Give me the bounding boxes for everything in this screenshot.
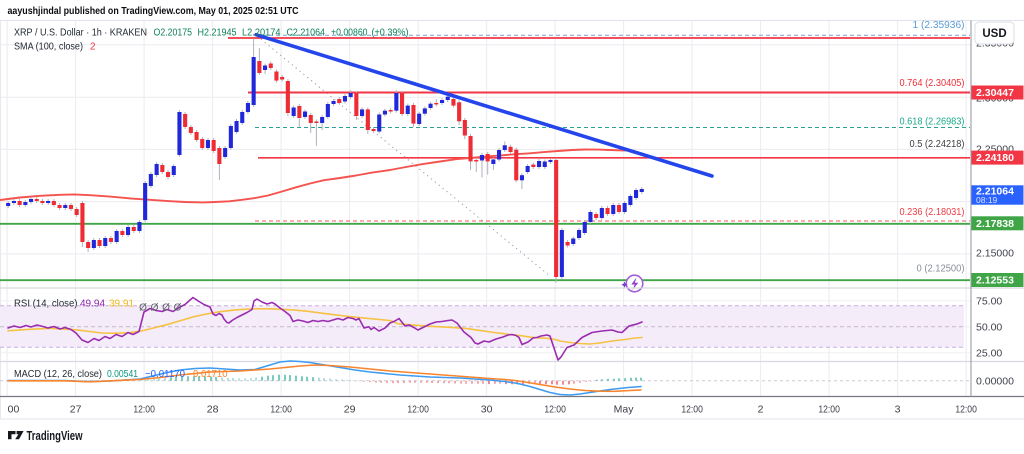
svg-text:12:00: 12:00 (818, 404, 840, 416)
svg-text:75.00: 75.00 (976, 295, 1002, 307)
svg-text:O2.20175: O2.20175 (154, 28, 193, 39)
svg-text:2.30447: 2.30447 (976, 87, 1014, 99)
svg-text:0.00541: 0.00541 (107, 369, 138, 380)
svg-text:12:00: 12:00 (133, 404, 155, 416)
svg-text:30: 30 (481, 404, 493, 416)
svg-text:2.17838: 2.17838 (976, 218, 1014, 230)
svg-text:May: May (614, 404, 635, 416)
svg-text:0.764 (2.30405): 0.764 (2.30405) (900, 78, 965, 89)
svg-text:USD: USD (982, 28, 1006, 40)
svg-text:27: 27 (70, 404, 82, 416)
svg-text:2: 2 (758, 404, 764, 416)
svg-text:3: 3 (895, 404, 901, 416)
svg-text:1 (2.35936): 1 (2.35936) (913, 20, 965, 31)
svg-text:Ø: Ø (174, 303, 182, 314)
svg-text:(+0.39%): (+0.39%) (372, 28, 409, 39)
svg-text:L2.20174: L2.20174 (242, 28, 281, 39)
svg-text:25.00: 25.00 (976, 347, 1002, 359)
svg-text:28: 28 (207, 404, 219, 416)
svg-text:aayushjindal published on Trad: aayushjindal published on TradingView.co… (8, 5, 299, 17)
svg-text:12:00: 12:00 (955, 404, 977, 416)
svg-text:Ø: Ø (139, 303, 147, 314)
svg-text:C2.21064: C2.21064 (287, 28, 326, 39)
svg-text:50.00: 50.00 (976, 321, 1002, 333)
svg-text:0.236 (2.18031): 0.236 (2.18031) (900, 207, 965, 218)
svg-text:12:00: 12:00 (681, 404, 703, 416)
svg-text:39.91: 39.91 (109, 299, 134, 310)
svg-text:2: 2 (90, 42, 96, 53)
svg-text:12:00: 12:00 (270, 404, 292, 416)
svg-text:Ø: Ø (151, 303, 159, 314)
svg-text:49.94: 49.94 (80, 299, 105, 310)
svg-text:RSI (14, close): RSI (14, close) (14, 299, 78, 310)
svg-text:00: 00 (8, 404, 20, 416)
svg-text:2.15000: 2.15000 (976, 248, 1014, 260)
svg-text:−0.01170: −0.01170 (145, 369, 185, 380)
svg-text:MACD (12, 26, close): MACD (12, 26, close) (14, 369, 102, 380)
svg-text:12:00: 12:00 (544, 404, 566, 416)
svg-text:Ø: Ø (162, 303, 170, 314)
svg-text:2.24180: 2.24180 (976, 152, 1014, 164)
svg-text:H2.21945: H2.21945 (198, 28, 237, 39)
svg-text:0.618 (2.26983): 0.618 (2.26983) (900, 117, 965, 128)
svg-text:12:00: 12:00 (407, 404, 429, 416)
svg-text:0.5 (2.24218): 0.5 (2.24218) (910, 139, 965, 150)
svg-text:+0.00860: +0.00860 (331, 28, 368, 39)
svg-text:SMA (100, close): SMA (100, close) (14, 42, 83, 53)
svg-text:2.12553: 2.12553 (976, 275, 1014, 287)
svg-text:TradingView: TradingView (27, 429, 83, 443)
svg-text:0.00000: 0.00000 (976, 375, 1014, 387)
svg-text:−0.01710: −0.01710 (188, 369, 228, 380)
svg-text:0 (2.12500): 0 (2.12500) (917, 263, 965, 274)
svg-text:29: 29 (344, 404, 356, 416)
svg-text:08:19: 08:19 (976, 195, 998, 205)
svg-text:XRP / U.S. Dollar · 1h · KRAKE: XRP / U.S. Dollar · 1h · KRAKEN (14, 28, 147, 39)
